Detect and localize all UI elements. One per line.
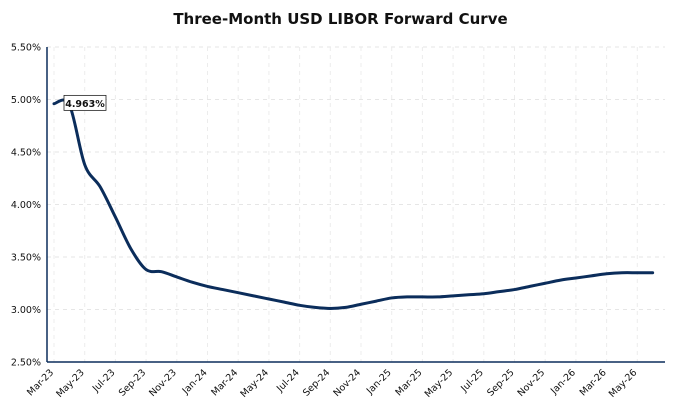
x-tick-label: Mar-26 (578, 367, 609, 398)
data-point (99, 185, 102, 188)
series-line (52, 98, 655, 310)
x-tick-label: Jul-24 (274, 367, 302, 395)
data-point (620, 271, 623, 274)
chart-title: Three-Month USD LIBOR Forward Curve (173, 10, 508, 28)
data-point (313, 306, 316, 309)
data-point (482, 292, 485, 295)
x-tick-label: Nov-24 (331, 367, 363, 399)
data-point (252, 294, 255, 297)
x-tick-label: May-26 (607, 367, 640, 400)
data-point (436, 295, 439, 298)
data-point (452, 294, 455, 297)
data-point (574, 277, 577, 280)
x-tick-label: Mar-24 (209, 367, 240, 398)
data-point (605, 272, 608, 275)
data-point (513, 288, 516, 291)
x-tick-label: May-25 (423, 367, 456, 400)
x-tick-label: Mar-23 (25, 367, 56, 398)
annotation-layer: 4.963% (63, 94, 107, 111)
data-point (298, 304, 301, 307)
x-tick-label: Nov-25 (516, 367, 548, 399)
y-tick-label: 4.00% (11, 200, 41, 211)
y-axis-tick-labels: 2.50% 3.00% 3.50% 4.00% 4.50% 5.00% 5.50% (11, 43, 41, 369)
data-point (175, 275, 178, 278)
axes (46, 47, 665, 363)
x-tick-label: May-23 (54, 367, 87, 400)
data-point (498, 290, 501, 293)
value-callout-label: 4.963% (65, 99, 105, 110)
x-tick-label: Nov-23 (147, 367, 179, 399)
data-point (221, 288, 224, 291)
data-point (206, 285, 209, 288)
data-point (114, 216, 117, 219)
data-point (651, 271, 654, 274)
x-tick-label: Sep-24 (301, 367, 332, 398)
y-tick-label: 2.50% (11, 358, 41, 369)
x-tick-label: Jul-23 (90, 367, 118, 395)
y-tick-label: 5.50% (11, 43, 41, 54)
data-point (390, 296, 393, 299)
data-point (129, 247, 132, 250)
value-callout: 4.963% (63, 94, 107, 111)
data-point (590, 274, 593, 277)
data-point (544, 282, 547, 285)
x-tick-label: Mar-25 (394, 367, 425, 398)
x-tick-label: May-24 (238, 367, 271, 400)
value-callout-box (63, 94, 107, 111)
y-tick-label: 4.50% (11, 148, 41, 159)
data-point (360, 303, 363, 306)
data-point (329, 307, 332, 310)
y-tick-label: 5.00% (11, 95, 41, 106)
gridlines (47, 46, 665, 362)
x-tick-label: Jan-26 (548, 367, 578, 397)
data-point (283, 301, 286, 304)
x-tick-label: Sep-25 (485, 367, 516, 398)
data-point (145, 268, 148, 271)
data-point (375, 300, 378, 303)
data-point (83, 163, 86, 166)
data-point (160, 270, 163, 273)
data-point (406, 295, 409, 298)
y-tick-label: 3.50% (11, 253, 41, 264)
data-point (467, 293, 470, 296)
data-point (53, 102, 56, 105)
x-tick-label: Jan-25 (364, 367, 394, 397)
data-point (636, 271, 639, 274)
data-point (191, 281, 194, 284)
y-tick-label: 3.00% (11, 305, 41, 316)
series-layer (52, 98, 655, 310)
x-tick-label: Jul-25 (458, 367, 486, 395)
data-point (344, 306, 347, 309)
data-point (421, 295, 424, 298)
x-tick-label: Sep-23 (117, 367, 148, 398)
data-point (528, 285, 531, 288)
data-point (237, 291, 240, 294)
data-point (559, 279, 562, 282)
data-point (267, 298, 270, 301)
x-tick-label: Jan-24 (180, 367, 210, 397)
